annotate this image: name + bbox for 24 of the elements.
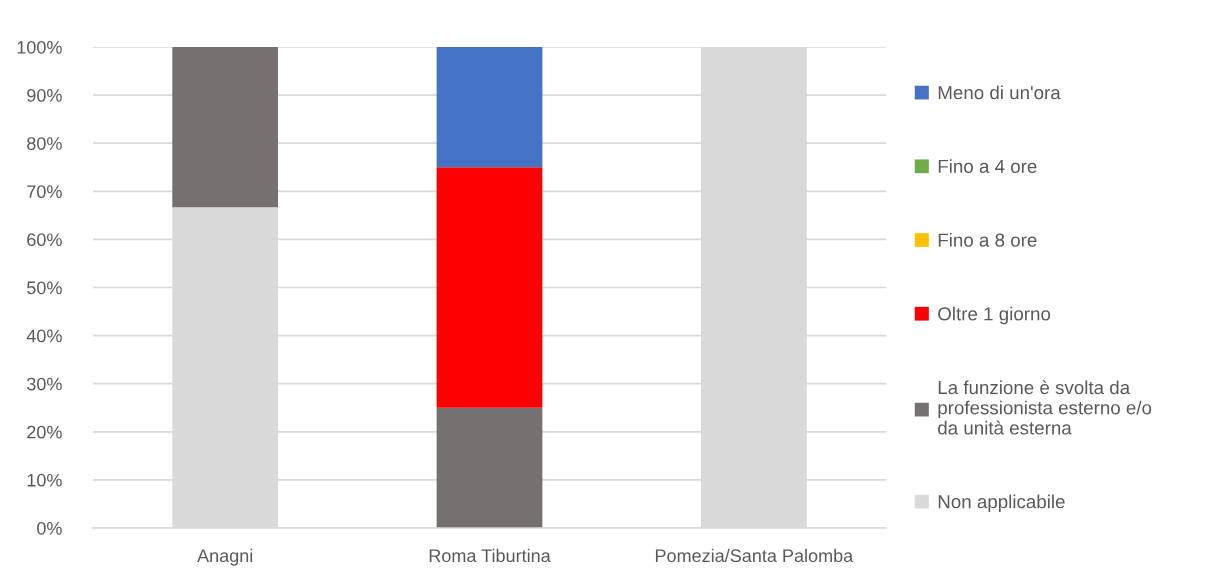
y-tick-label: 60%	[27, 233, 62, 247]
bar	[172, 47, 279, 208]
y-tick-label: 100%	[17, 40, 62, 54]
legend-label: Non applicabile	[938, 494, 1065, 513]
y-tick-label: 40%	[26, 329, 62, 343]
y-tick-label: 90%	[27, 89, 62, 102]
bar	[436, 47, 543, 168]
legend-label: Fino a 4 ore	[938, 159, 1037, 174]
legend-label: La funzione è svolta da professionista esterno e/o da unità esterna	[938, 380, 1152, 435]
y-tick-label: 0%	[37, 521, 62, 535]
x-tick-label: Roma Tiburtina	[429, 548, 551, 563]
legend-label: Meno di un'ora	[938, 85, 1061, 100]
legend-label: Oltre 1 giorno	[938, 306, 1051, 325]
bar	[436, 407, 543, 528]
y-tick-label: 20%	[27, 425, 62, 439]
bar	[436, 167, 543, 408]
y-tick-label: 50%	[27, 281, 62, 295]
y-tick-label: 80%	[27, 137, 62, 150]
y-tick-label: 30%	[27, 377, 62, 391]
y-tick-label: 10%	[27, 473, 62, 487]
legend-label: Fino a 8 ore	[938, 232, 1037, 247]
y-tick-label: 70%	[27, 185, 62, 199]
x-tick-label: Pomezia/Santa Palomba	[655, 548, 854, 563]
x-tick-label: Anagni	[197, 548, 253, 566]
